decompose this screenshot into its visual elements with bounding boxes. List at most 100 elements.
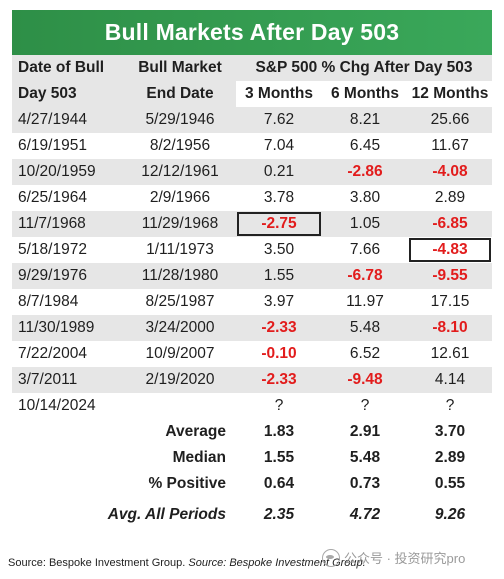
source-footnote: Source: Bespoke Investment Group. Source… [8,557,366,569]
cell-6-months: 6.45 [322,133,408,159]
summary-label: % Positive [12,471,236,497]
cell-day-503-date: 3/7/2011 [12,367,124,393]
header-sp500-chg: S&P 500 % Chg After Day 503 [236,55,493,81]
table-row: 10/14/2024??? [12,393,493,419]
table-row: 11/7/1968 11/29/1968 -2.75 1.05 -6.85 [12,211,493,237]
cell-6-months: 1.05 [322,211,408,237]
cell-3-months: 0.21 [236,159,322,185]
header-day-503: Day 503 [12,81,124,107]
summary-m6: 0.73 [322,471,408,497]
cell-3-months: -2.33 [236,367,322,393]
table-title: Bull Markets After Day 503 [12,10,492,55]
header-6-months: 6 Months [322,81,408,107]
summary-m12: 2.89 [408,445,493,471]
cell-12-months: 2.89 [408,185,493,211]
cell-12-months: -9.55 [408,263,493,289]
cell-end-date: 10/9/2007 [124,341,236,367]
header-12-months: 12 Months [408,81,493,107]
cell-6-months: 5.48 [322,315,408,341]
summary-m6: 2.91 [322,419,408,445]
cell-end-date: 1/11/1973 [124,237,236,263]
summary-row: Median 1.55 5.48 2.89 [12,445,493,471]
cell-12-months: 25.66 [408,107,493,133]
table-row: 4/27/1944 5/29/1946 7.62 8.21 25.66 [12,107,493,133]
cell-3-months: -0.10 [236,341,322,367]
table-row: 5/18/1972 1/11/1973 3.50 7.66 -4.83 [12,237,493,263]
cell-end-date: 2/9/1966 [124,185,236,211]
avg-all-label: Avg. All Periods [12,497,236,533]
summary-m3: 1.83 [236,419,322,445]
avg-all-m6: 4.72 [322,497,408,533]
cell-12-months: 11.67 [408,133,493,159]
cell-6-months: 8.21 [322,107,408,133]
cell-3-months: 7.04 [236,133,322,159]
cell-end-date: 3/24/2000 [124,315,236,341]
cell-3-months: -2.75 [236,211,322,237]
avg-all-periods-row: Avg. All Periods 2.35 4.72 9.26 [12,497,493,533]
cell-3-months: 7.62 [236,107,322,133]
table-row: 9/29/1976 11/28/1980 1.55 -6.78 -9.55 [12,263,493,289]
source-text-italic: Source: Bespoke Investment Group. [188,557,366,569]
cell-end-date: 5/29/1946 [124,107,236,133]
cell-day-503-date: 10/14/2024 [12,393,124,419]
cell-3-months: 3.97 [236,289,322,315]
summary-m3: 1.55 [236,445,322,471]
cell-end-date: 8/25/1987 [124,289,236,315]
wechat-icon [322,548,340,567]
summary-m12: 3.70 [408,419,493,445]
cell-end-date: 2/19/2020 [124,367,236,393]
cell-3-months: 3.50 [236,237,322,263]
cell-12-months: 4.14 [408,367,493,393]
table-row: 7/22/2004 10/9/2007 -0.10 6.52 12.61 [12,341,493,367]
cell-6-months: -9.48 [322,367,408,393]
summary-m3: 0.64 [236,471,322,497]
cell-12-months: -8.10 [408,315,493,341]
watermark: 公众号 · 投资研究pro [322,548,465,567]
source-text: Source: Bespoke Investment Group. [8,557,189,569]
cell-day-503-date: 5/18/1972 [12,237,124,263]
cell-end-date [124,393,236,419]
cell-day-503-date: 8/7/1984 [12,289,124,315]
cell-end-date: 12/12/1961 [124,159,236,185]
cell-day-503-date: 7/22/2004 [12,341,124,367]
cell-3-months: 3.78 [236,185,322,211]
table-row: 8/7/1984 8/25/1987 3.97 11.97 17.15 [12,289,493,315]
cell-6-months: 3.80 [322,185,408,211]
cell-3-months: -2.33 [236,315,322,341]
summary-row: Average 1.83 2.91 3.70 [12,419,493,445]
cell-6-months: ? [322,393,408,419]
watermark-text: 公众号 · 投资研究pro [344,551,466,566]
table-row: 10/20/1959 12/12/1961 0.21 -2.86 -4.08 [12,159,493,185]
header-3-months: 3 Months [236,81,322,107]
cell-6-months: -6.78 [322,263,408,289]
cell-12-months: 17.15 [408,289,493,315]
cell-12-months: -4.83 [408,237,493,263]
header-bull-market: Bull Market [124,55,236,81]
cell-12-months: -6.85 [408,211,493,237]
cell-12-months: ? [408,393,493,419]
cell-6-months: 7.66 [322,237,408,263]
cell-end-date: 8/2/1956 [124,133,236,159]
cell-3-months: ? [236,393,322,419]
header-date-of-bull: Date of Bull [12,55,124,81]
avg-all-m3: 2.35 [236,497,322,533]
summary-row: % Positive 0.64 0.73 0.55 [12,471,493,497]
cell-end-date: 11/29/1968 [124,211,236,237]
cell-day-503-date: 11/30/1989 [12,315,124,341]
avg-all-m12: 9.26 [408,497,493,533]
cell-6-months: -2.86 [322,159,408,185]
header-end-date: End Date [124,81,236,107]
table-row: 6/25/1964 2/9/1966 3.78 3.80 2.89 [12,185,493,211]
cell-day-503-date: 6/19/1951 [12,133,124,159]
cell-day-503-date: 6/25/1964 [12,185,124,211]
summary-label: Median [12,445,236,471]
cell-end-date: 11/28/1980 [124,263,236,289]
cell-6-months: 11.97 [322,289,408,315]
cell-12-months: -4.08 [408,159,493,185]
cell-day-503-date: 9/29/1976 [12,263,124,289]
summary-m6: 5.48 [322,445,408,471]
cell-6-months: 6.52 [322,341,408,367]
cell-3-months: 1.55 [236,263,322,289]
table-row: 11/30/1989 3/24/2000 -2.33 5.48 -8.10 [12,315,493,341]
cell-12-months: 12.61 [408,341,493,367]
